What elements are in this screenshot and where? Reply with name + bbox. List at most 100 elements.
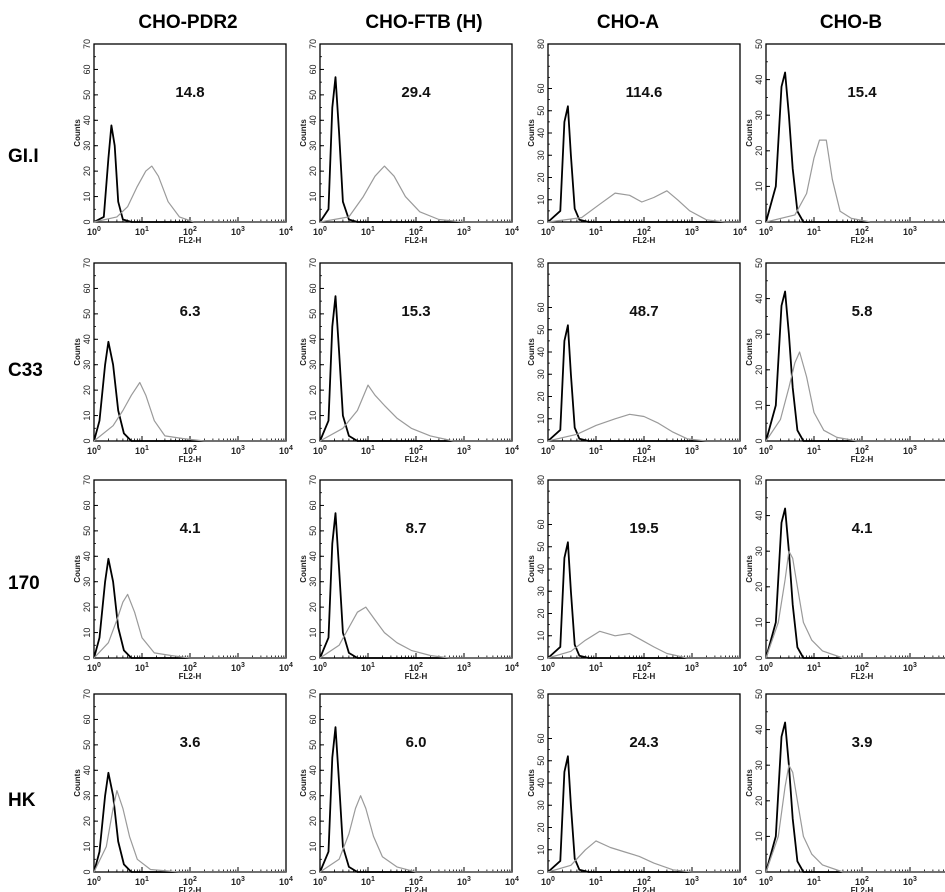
x-tick-exponent: 3: [913, 876, 917, 883]
y-tick-label: 60: [536, 519, 546, 529]
y-tick-label: 50: [308, 740, 318, 750]
x-tick-label: 104: [279, 445, 293, 456]
y-axis-label: Counts: [745, 769, 754, 797]
x-tick-exponent: 3: [467, 876, 471, 883]
x-tick-exponent: 2: [647, 662, 651, 669]
x-tick-exponent: 3: [241, 226, 245, 233]
x-tick-exponent: 3: [913, 226, 917, 233]
x-tick-label: 101: [589, 226, 603, 237]
y-tick-label: 50: [82, 526, 92, 536]
y-tick-label: 70: [82, 258, 92, 268]
y-tick-label: 70: [308, 689, 318, 699]
x-tick-label: 102: [855, 445, 869, 456]
histogram-panel: 01020304050100101102103104FL2-HCounts15.…: [745, 39, 945, 245]
sample-histogram-line: [765, 139, 945, 223]
x-tick-label: 103: [903, 445, 917, 456]
y-tick-label: 10: [536, 631, 546, 641]
y-tick-label: 20: [754, 365, 764, 375]
y-tick-label: 60: [308, 500, 318, 510]
x-tick-label: 104: [505, 876, 519, 887]
y-tick-label: 70: [308, 258, 318, 268]
x-tick-label: 100: [313, 876, 327, 887]
y-tick-label: 60: [308, 714, 318, 724]
panel-frame: [547, 479, 741, 659]
x-tick-label: 103: [231, 876, 245, 887]
row-label: GI.I: [8, 146, 39, 167]
mfi-value-label: 6.0: [406, 734, 427, 751]
control-histogram-line: [765, 71, 945, 223]
y-tick-label: 60: [536, 83, 546, 93]
y-tick-label: 30: [308, 360, 318, 370]
x-tick-label: 101: [361, 662, 375, 673]
mfi-value-label: 15.4: [847, 84, 877, 101]
y-tick-label: 10: [82, 842, 92, 852]
x-tick-label: 104: [279, 876, 293, 887]
column-header: CHO-A: [597, 12, 660, 33]
y-tick-label: 30: [536, 369, 546, 379]
x-tick-label: 103: [685, 876, 699, 887]
x-tick-label: 100: [313, 226, 327, 237]
x-tick-label: 103: [457, 662, 471, 673]
control-histogram-line: [93, 124, 286, 223]
x-axis-label: FL2-H: [851, 672, 874, 681]
row-label: 170: [8, 573, 40, 594]
x-axis-label: FL2-H: [179, 672, 202, 681]
column-header: CHO-B: [820, 12, 882, 33]
x-tick-exponent: 2: [193, 445, 197, 452]
y-axis-label: Counts: [745, 338, 754, 366]
y-tick-label: 0: [754, 655, 764, 660]
y-tick-label: 40: [82, 334, 92, 344]
y-tick-label: 50: [82, 309, 92, 319]
y-tick-label: 10: [536, 845, 546, 855]
x-tick-exponent: 3: [467, 662, 471, 669]
mfi-value-label: 14.8: [175, 84, 204, 101]
x-axis-label: FL2-H: [179, 236, 202, 245]
x-tick-exponent: 4: [743, 445, 747, 452]
y-tick-label: 30: [536, 586, 546, 596]
x-tick-exponent: 0: [551, 662, 555, 669]
x-tick-exponent: 2: [865, 876, 869, 883]
x-tick-label: 101: [135, 876, 149, 887]
x-tick-exponent: 0: [769, 226, 773, 233]
x-tick-label: 100: [541, 445, 555, 456]
y-tick-label: 20: [536, 822, 546, 832]
x-tick-label: 101: [589, 662, 603, 673]
panel-frame: [765, 262, 945, 442]
panel-frame: [319, 693, 513, 873]
sample-histogram-line: [319, 606, 512, 659]
column-header: CHO-FTB (H): [365, 12, 482, 33]
y-tick-label: 20: [754, 582, 764, 592]
y-tick-label: 0: [536, 438, 546, 443]
x-tick-exponent: 4: [515, 662, 519, 669]
y-tick-label: 30: [754, 760, 764, 770]
sample-histogram-line: [93, 593, 286, 659]
mfi-value-label: 15.3: [401, 303, 430, 320]
x-axis-label: FL2-H: [405, 672, 428, 681]
control-histogram-line: [319, 726, 512, 873]
mfi-value-label: 3.6: [180, 734, 201, 751]
column-header: CHO-PDR2: [138, 12, 237, 33]
x-tick-exponent: 0: [97, 876, 101, 883]
x-tick-exponent: 0: [551, 876, 555, 883]
y-tick-label: 50: [308, 90, 318, 100]
x-tick-label: 104: [733, 226, 747, 237]
y-tick-label: 30: [82, 141, 92, 151]
x-tick-label: 101: [589, 876, 603, 887]
panel-frame: [547, 693, 741, 873]
x-tick-label: 104: [733, 662, 747, 673]
panel-frame: [765, 43, 945, 223]
y-tick-label: 60: [536, 302, 546, 312]
y-axis-label: Counts: [745, 119, 754, 147]
x-tick-label: 102: [855, 662, 869, 673]
x-axis-label: FL2-H: [405, 886, 428, 892]
mfi-value-label: 3.9: [852, 734, 873, 751]
x-tick-exponent: 1: [145, 445, 149, 452]
y-tick-label: 0: [754, 438, 764, 443]
x-tick-label: 102: [855, 226, 869, 237]
